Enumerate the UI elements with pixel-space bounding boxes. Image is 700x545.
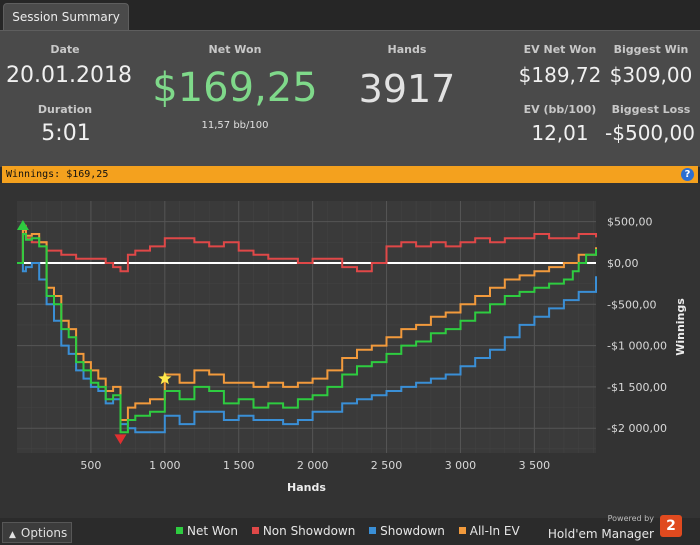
help-icon[interactable]: ? bbox=[681, 168, 694, 181]
y-tick-label: -$1 500,00 bbox=[607, 381, 667, 394]
session-summary-panel: Date 20.01.2018 Duration 5:01 Net Won $1… bbox=[0, 30, 700, 167]
tab-session-summary[interactable]: Session Summary bbox=[3, 3, 129, 31]
legend-all-in-ev-swatch bbox=[458, 527, 466, 534]
x-tick-label: 3 500 bbox=[519, 459, 551, 472]
hands-label: Hands bbox=[387, 43, 427, 56]
chart-legend: Net Won Non Showdown Showdown All-In EV bbox=[176, 524, 530, 538]
legend-net-won-swatch bbox=[176, 527, 183, 534]
x-tick-label: 1 500 bbox=[223, 459, 255, 472]
x-tick-label: 500 bbox=[80, 459, 101, 472]
x-tick-label: 2 000 bbox=[297, 459, 329, 472]
max-marker bbox=[16, 220, 29, 231]
net-won-label: Net Won bbox=[208, 43, 262, 56]
series-line-all-in-ev bbox=[17, 228, 597, 421]
y-tick-label: -$1 000,00 bbox=[607, 340, 667, 353]
legend-net-won-label: Net Won bbox=[187, 524, 238, 538]
legend-net-won[interactable]: Net Won bbox=[176, 524, 238, 538]
options-button[interactable]: ▲ Options bbox=[2, 522, 72, 543]
net-won-value: $169,25 bbox=[152, 65, 318, 111]
y-tick-label: $500,00 bbox=[607, 216, 653, 229]
min-marker bbox=[114, 434, 127, 445]
x-axis-label: Hands bbox=[287, 481, 326, 494]
brand-name: Hold'em Manager bbox=[547, 527, 654, 541]
bb100-value: 11,57 bb/100 bbox=[201, 120, 269, 131]
x-tick-label: 3 000 bbox=[445, 459, 477, 472]
biggest-loss-value: -$500,00 bbox=[605, 121, 695, 145]
y-tick-label: -$500,00 bbox=[607, 298, 656, 311]
tab-bar: Session Summary bbox=[0, 0, 700, 31]
options-label: Options bbox=[20, 526, 68, 540]
biggest-win-label: Biggest Win bbox=[613, 43, 689, 56]
duration-label: Duration bbox=[37, 103, 93, 116]
legend-showdown-label: Showdown bbox=[380, 524, 445, 538]
winnings-chart: 500 1 000 1 500 2 000 2 500 3 000 3 500 $500,00… bbox=[16, 201, 687, 494]
winnings-bar: Winnings: $169,25 ? bbox=[2, 166, 698, 183]
x-tick-label: 1 000 bbox=[149, 459, 181, 472]
y-tick-label: $0,00 bbox=[607, 257, 639, 270]
series-line-net-won bbox=[17, 233, 597, 434]
star-marker bbox=[158, 371, 172, 385]
series-line-showdown bbox=[17, 262, 597, 434]
legend-showdown[interactable]: Showdown bbox=[369, 524, 445, 538]
series-line-non-showdown bbox=[17, 224, 597, 273]
biggest-loss-label: Biggest Loss bbox=[611, 103, 691, 116]
duration-value: 5:01 bbox=[41, 121, 91, 146]
ev-net-won-label: EV Net Won bbox=[523, 43, 597, 56]
winnings-total: Winnings: $169,25 bbox=[6, 169, 109, 180]
footer: ▲ Options Net Won Non Showdown Showdown A… bbox=[0, 514, 700, 545]
hands-value: 3917 bbox=[358, 67, 456, 111]
legend-all-in-ev-label: All-In EV bbox=[469, 524, 520, 538]
hm2-logo-icon: 2 bbox=[660, 515, 682, 537]
legend-non-showdown-label: Non Showdown bbox=[262, 524, 356, 538]
x-tick-label: 2 500 bbox=[371, 459, 403, 472]
y-tick-label: -$2 000,00 bbox=[607, 422, 667, 435]
legend-all-in-ev[interactable]: All-In EV bbox=[458, 524, 520, 538]
winnings-chart-area: 500 1 000 1 500 2 000 2 500 3 000 3 500 $500,00… bbox=[0, 183, 700, 518]
date-value: 20.01.2018 bbox=[6, 63, 132, 88]
legend-non-showdown[interactable]: Non Showdown bbox=[251, 524, 356, 538]
chevron-up-icon: ▲ bbox=[9, 530, 16, 540]
brand-block: Powered by Hold'em Manager 2 bbox=[548, 514, 682, 542]
powered-by-text: Powered by bbox=[607, 514, 654, 523]
date-label: Date bbox=[50, 43, 80, 56]
legend-non-showdown-swatch bbox=[251, 527, 259, 534]
ev-bb100-label: EV (bb/100) bbox=[523, 103, 597, 116]
ev-bb100-value: 12,01 bbox=[531, 121, 589, 145]
ev-net-won-value: $189,72 bbox=[518, 63, 602, 87]
biggest-win-value: $309,00 bbox=[609, 63, 693, 87]
legend-showdown-swatch bbox=[369, 527, 377, 534]
y-axis-label: Winnings bbox=[674, 298, 687, 356]
